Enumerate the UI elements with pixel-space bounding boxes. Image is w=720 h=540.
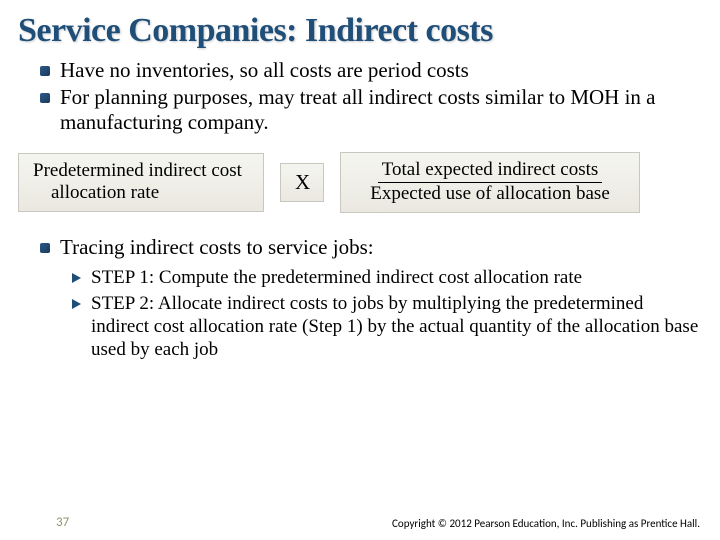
- formula-numerator: Total expected indirect costs: [378, 159, 603, 184]
- step-text: STEP 2: Allocate indirect costs to jobs …: [91, 292, 702, 362]
- main-bullet-list: Have no inventories, so all costs are pe…: [0, 58, 720, 136]
- formula-operator: X: [295, 170, 310, 194]
- copyright-text: Copyright © 2012 Pearson Education, Inc.…: [392, 517, 700, 530]
- step-item: STEP 2: Allocate indirect costs to jobs …: [72, 292, 702, 362]
- slide-title: Service Companies: Indirect costs: [0, 0, 720, 58]
- sub-bullet-item: Tracing indirect costs to service jobs:: [40, 235, 702, 260]
- formula-left-box: Predetermined indirect cost allocation r…: [18, 153, 264, 213]
- square-bullet-icon: [40, 243, 50, 253]
- formula-right-box: Total expected indirect costs Expected u…: [340, 152, 640, 214]
- page-number: 37: [56, 515, 69, 530]
- footer: 37 Copyright © 2012 Pearson Education, I…: [0, 515, 720, 530]
- square-bullet-icon: [40, 93, 50, 103]
- step-list: STEP 1: Compute the predetermined indire…: [0, 262, 720, 361]
- sub-section: Tracing indirect costs to service jobs:: [0, 223, 720, 260]
- bullet-text: For planning purposes, may treat all ind…: [60, 85, 702, 135]
- arrow-bullet-icon: [72, 299, 81, 309]
- formula-denominator: Expected use of allocation base: [355, 183, 625, 206]
- bullet-text: Have no inventories, so all costs are pe…: [60, 58, 702, 83]
- bullet-item: For planning purposes, may treat all ind…: [40, 85, 702, 135]
- formula-row: Predetermined indirect cost allocation r…: [0, 138, 720, 224]
- step-text: STEP 1: Compute the predetermined indire…: [91, 266, 702, 289]
- step-item: STEP 1: Compute the predetermined indire…: [72, 266, 702, 289]
- formula-left-line2: allocation rate: [33, 182, 159, 203]
- arrow-bullet-icon: [72, 273, 81, 283]
- bullet-item: Have no inventories, so all costs are pe…: [40, 58, 702, 83]
- sub-heading-text: Tracing indirect costs to service jobs:: [60, 235, 702, 260]
- square-bullet-icon: [40, 66, 50, 76]
- formula-left-line1: Predetermined indirect cost: [33, 160, 242, 181]
- formula-operator-box: X: [280, 163, 324, 202]
